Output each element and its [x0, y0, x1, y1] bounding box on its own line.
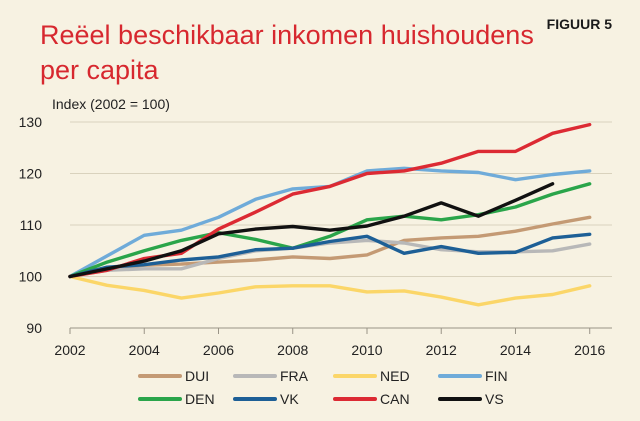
- figure-label: FIGUUR 5: [546, 16, 612, 32]
- y-tick-label: 120: [19, 166, 43, 182]
- x-tick-label: 2002: [54, 342, 85, 358]
- series-line-ned: [68, 274, 592, 307]
- legend-label-fin: FIN: [485, 368, 508, 384]
- series-line-vk: [68, 232, 592, 279]
- x-tick-label: 2004: [129, 342, 160, 358]
- x-tick-label: 2014: [500, 342, 531, 358]
- legend-label-den: DEN: [185, 391, 215, 407]
- x-tick-label: 2012: [426, 342, 457, 358]
- x-tick-label: 2006: [203, 342, 234, 358]
- x-tick-label: 2010: [351, 342, 382, 358]
- legend-label-fra: FRA: [280, 368, 309, 384]
- legend-label-vk: VK: [280, 391, 299, 407]
- legend: DUI FRA NED FIN DEN VK CAN VS: [138, 368, 508, 407]
- page-title-line1: Reëel beschikbaar inkomen huishoudens: [40, 20, 534, 50]
- y-tick-label: 100: [19, 269, 43, 285]
- series-lines: [68, 122, 592, 307]
- axes: 90 100 110 120 130 Index (2002 = 100) 2002 2004…: [19, 96, 612, 358]
- series-line-den: [68, 182, 592, 279]
- y-tick-label: 90: [26, 320, 42, 336]
- x-tick-label: 2016: [574, 342, 605, 358]
- page-title-line2: per capita: [40, 55, 159, 85]
- y-tick-label: 130: [19, 114, 43, 130]
- legend-label-ned: NED: [380, 368, 410, 384]
- legend-label-vs: VS: [485, 391, 504, 407]
- y-axis-label: Index (2002 = 100): [52, 96, 170, 112]
- page-title: Reëel beschikbaar inkomen huishoudens pe…: [40, 18, 534, 88]
- series-line-vs: [68, 182, 555, 279]
- x-tick-label: 2008: [277, 342, 308, 358]
- y-tick-label: 110: [20, 217, 43, 233]
- legend-label-can: CAN: [380, 391, 410, 407]
- legend-label-dui: DUI: [185, 368, 209, 384]
